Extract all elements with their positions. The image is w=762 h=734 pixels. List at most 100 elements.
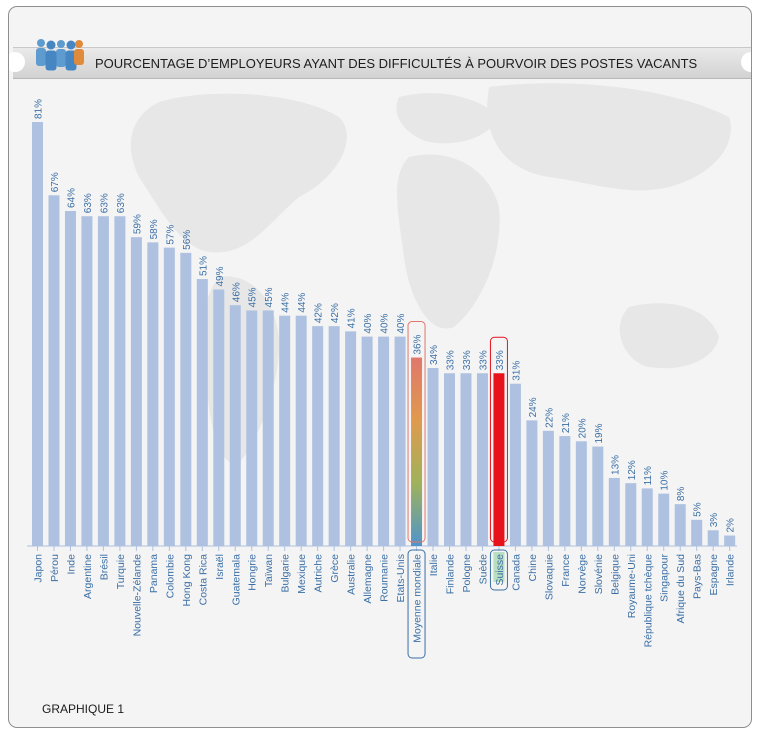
figure-caption: GRAPHIQUE 1 [42, 702, 125, 716]
category-label-bulgarie: Bulgarie [280, 554, 292, 593]
bar-slovaquie [542, 430, 554, 546]
value-label-pologne: 33% [462, 350, 473, 370]
category-label-japon: Japon [33, 554, 45, 583]
bar-norvege [575, 441, 587, 546]
value-label-canada: 31% [511, 361, 522, 381]
bar-canada [509, 383, 521, 546]
category-label-slovaquie: Slovaquie [543, 554, 555, 600]
category-label-bresil: Brésil [98, 554, 110, 580]
category-label-republique-tcheque: République tchèque [642, 554, 654, 648]
category-label-royaume-uni: Royaume-Uni [626, 554, 638, 618]
category-label-pologne: Pologne [461, 554, 473, 593]
highlight-frame-label-suisse [489, 549, 508, 591]
category-label-canada: Canada [510, 554, 522, 591]
bar-japon [32, 122, 43, 546]
category-label-belgique: Belgique [609, 554, 621, 595]
value-label-taiwan: 45% [264, 287, 275, 307]
value-label-finlande: 33% [446, 350, 457, 370]
category-label-colombie: Colombie [164, 554, 176, 599]
value-label-bresil: 63% [99, 193, 110, 213]
world-map-shape [130, 93, 347, 253]
category-label-hongrie: Hongrie [247, 554, 259, 591]
category-label-france: France [560, 554, 572, 587]
value-label-suisse: 33% [495, 350, 506, 370]
bar-mexique [295, 315, 307, 546]
category-label-finlande: Finlande [445, 554, 457, 594]
bar-autriche [312, 326, 324, 546]
bar-panama [147, 242, 159, 546]
category-label-argentine: Argentine [82, 554, 94, 599]
bar-australie [345, 331, 357, 546]
category-label-slovenie: Slovénie [593, 554, 605, 594]
value-label-italie: 34% [429, 345, 440, 365]
world-map-shape [396, 93, 499, 144]
bar-hongrie [246, 310, 258, 546]
value-label-republique-tcheque: 11% [643, 466, 654, 485]
value-label-chine: 24% [528, 397, 539, 417]
category-label-chine: Chine [527, 554, 539, 582]
world-map-shape [619, 303, 719, 369]
category-label-suede: Suède [477, 554, 489, 585]
value-label-japon: 81% [34, 99, 45, 119]
bar-italie [427, 368, 439, 546]
bar-nouvelle-zelande [130, 237, 142, 546]
category-label-israel: Israël [214, 554, 226, 580]
category-label-inde: Inde [65, 554, 77, 575]
value-label-autriche: 42% [314, 303, 325, 323]
value-label-mexique: 44% [297, 293, 308, 313]
bar-irlande [724, 535, 736, 546]
world-map-shape [487, 83, 731, 191]
bar-guatemala [229, 305, 241, 546]
bar-pays-bas [691, 519, 703, 546]
bar-republique-tcheque [641, 488, 653, 546]
category-label-singapour: Singapour [659, 554, 671, 602]
title-bar-notch-right [741, 52, 751, 72]
bar-etats-unis [394, 336, 406, 546]
bar-perou [48, 195, 60, 547]
value-label-argentine: 63% [83, 193, 94, 213]
value-label-colombie: 57% [165, 225, 176, 245]
category-label-suisse: Suisse [494, 554, 506, 586]
bar-afrique-du-sud [674, 504, 686, 546]
bar-argentine [81, 216, 93, 546]
value-label-etats-unis: 40% [396, 313, 407, 333]
category-label-nouvelle-zelande: Nouvelle-Zélande [131, 554, 143, 636]
bar-bresil [97, 216, 109, 546]
value-label-belgique: 13% [610, 455, 621, 475]
category-label-autriche: Autriche [313, 554, 325, 593]
highlight-frame-top-moyenne-mondiale [407, 321, 426, 543]
bar-turquie [114, 216, 126, 546]
value-label-norvege: 20% [577, 418, 588, 438]
category-label-costa-rica: Costa Rica [197, 554, 209, 606]
bar-france [559, 436, 571, 546]
chart-title: POURCENTAGE D’EMPLOYEURS AYANT DES DIFFI… [95, 56, 698, 71]
world-map-shape [397, 154, 500, 329]
value-label-panama: 58% [149, 219, 160, 239]
highlight-label-bg-suisse [493, 552, 505, 582]
category-label-hong-kong: Hong Kong [181, 554, 193, 607]
value-label-moyenne-mondiale: 36% [413, 334, 424, 354]
bar-pologne [460, 373, 472, 546]
category-label-allemagne: Allemagne [362, 554, 374, 604]
category-label-pays-bas: Pays-Bas [692, 554, 704, 599]
value-label-suede: 33% [478, 350, 489, 370]
bar-chine [526, 420, 538, 546]
highlight-frame-top-suisse [489, 336, 508, 543]
category-label-afrique-du-sud: Afrique du Sud [675, 554, 687, 624]
value-label-australie: 41% [347, 308, 358, 328]
value-label-pays-bas: 5% [693, 502, 704, 517]
category-label-etats-unis: Etats-Unis [395, 554, 407, 602]
category-label-norvege: Norvège [576, 554, 588, 594]
value-label-hongrie: 45% [248, 287, 259, 307]
bar-bulgarie [279, 315, 291, 546]
value-label-slovenie: 19% [594, 423, 605, 443]
bar-israel [213, 289, 225, 546]
bar-singapour [658, 493, 670, 546]
value-label-slovaquie: 22% [544, 408, 555, 428]
world-map-background [130, 83, 731, 464]
value-label-royaume-uni: 12% [627, 460, 638, 480]
category-label-perou: Pérou [49, 554, 61, 582]
bar-grece [328, 326, 340, 546]
value-label-espagne: 3% [709, 513, 720, 528]
chart-panel: 81% Japon 67% Pérou 64% Inde 63% Argentine 63% Br… [8, 6, 752, 728]
